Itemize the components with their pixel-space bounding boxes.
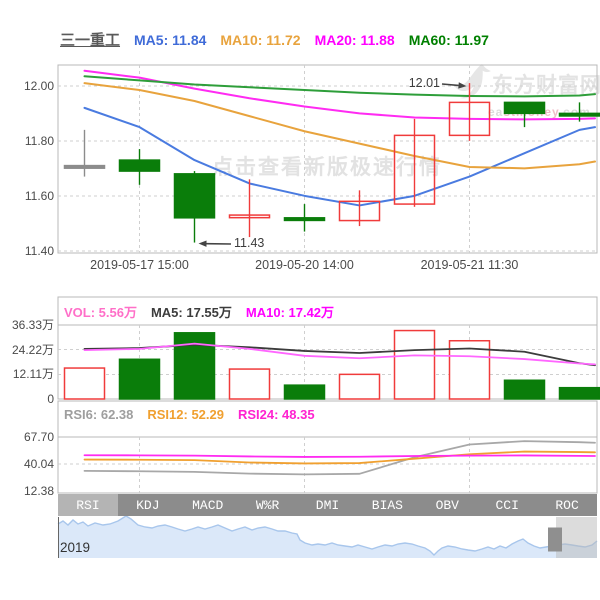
eastmoney-logo-swan-icon: [452, 60, 492, 107]
rsi-ytick-0: 67.70: [23, 430, 54, 444]
candle-3: [228, 214, 271, 219]
price-ma-label-0: MA5: 11.84: [134, 32, 207, 48]
rsi-legend-label-2: RSI24: 48.35: [237, 407, 315, 422]
volume-legend-label-2: MA10: 17.42万: [245, 305, 335, 320]
candle-7: [448, 101, 491, 137]
tab-bias[interactable]: BIAS: [357, 494, 418, 516]
stock-title-link[interactable]: 三一重工: [60, 32, 121, 49]
tab-dmi[interactable]: DMI: [297, 494, 358, 516]
candle-8: [503, 101, 546, 115]
volume-bar-1: [118, 358, 161, 400]
tab-cci[interactable]: CCI: [477, 494, 538, 516]
tab-kdj[interactable]: KDJ: [117, 494, 178, 516]
x-date-label-0: 2019-05-17 15:00: [90, 258, 189, 272]
price-ma-legend: MA5: 11.84 MA10: 11.72 MA20: 11.88 MA60: 11…: [134, 32, 489, 48]
price-ma-label-2: MA20: 11.88: [314, 32, 395, 48]
volume-ytick-1: 24.22万: [11, 342, 54, 357]
volume-bar-5: [338, 373, 381, 400]
volume-panel-border: [57, 296, 598, 400]
volume-bar-3: [228, 368, 271, 400]
volume-bar-6: [393, 329, 436, 400]
volume-ytick-0: 36.33万: [11, 318, 54, 332]
annotation-high-12-01: 12.01: [408, 76, 440, 90]
candle-1: [118, 159, 161, 172]
rsi-legend-label-0: RSI6: 62.38: [64, 407, 134, 422]
tab-roc[interactable]: ROC: [537, 494, 598, 516]
price-panel-border: [57, 64, 598, 254]
candle-6: [393, 134, 436, 205]
tab-obv[interactable]: OBV: [417, 494, 478, 516]
rsi-ytick-2: 12.38: [23, 484, 54, 498]
rsi-legend: RSI6: 62.38 RSI12: 52.29 RSI24: 48.35: [64, 407, 315, 422]
price-ytick-1: 11.80: [24, 133, 54, 148]
navigator-area: [58, 516, 597, 558]
price-ytick-0: 12.00: [23, 78, 54, 93]
header-row: 三一重工 MA5: 11.84 MA10: 11.72 MA20: 11.88 MA6…: [60, 29, 489, 50]
annotation-low-11-43: 11.43: [234, 236, 265, 250]
rsi-legend-label-1: RSI12: 52.29: [147, 407, 224, 422]
x-date-label-2: 2019-05-21 11:30: [420, 258, 519, 272]
price-ytick-2: 11.60: [24, 188, 54, 203]
x-date-label-1: 2019-05-20 14:00: [255, 258, 354, 272]
candle-9: [558, 112, 600, 117]
volume-bar-8: [503, 379, 546, 400]
volume-ytick-2: 12.11万: [12, 367, 54, 382]
indicator-tab-bar: RSI KDJ MACD W%R DMI BIAS OBV CCI ROC: [58, 494, 598, 516]
volume-legend-label-1: MA5: 17.55万: [150, 305, 232, 320]
candle-0: [63, 164, 106, 169]
candle-4: [283, 217, 326, 222]
volume-bar-4: [283, 384, 326, 400]
rsi-panel-border: [57, 400, 598, 494]
candle-2: [173, 173, 216, 219]
volume-bar-0: [63, 367, 106, 400]
tab-macd[interactable]: MACD: [177, 494, 238, 516]
candle-5: [338, 200, 381, 222]
price-ma-label-1: MA10: 11.72: [220, 32, 301, 48]
volume-ytick-3: 0: [47, 392, 54, 406]
volume-bar-7: [448, 339, 491, 400]
navigator-year-label: 2019: [60, 540, 91, 555]
price-ytick-3: 11.40: [24, 243, 54, 258]
promo-watermark: 点击查看新版极速行情: [212, 156, 442, 179]
price-ma-label-3: MA60: 11.97: [408, 32, 489, 48]
volume-legend-label-0: VOL: 5.56万: [64, 305, 137, 320]
tab-wr[interactable]: W%R: [237, 494, 298, 516]
tab-rsi[interactable]: RSI: [58, 494, 118, 516]
volume-bar-9: [558, 386, 600, 400]
eastmoney-logo-text: 东方财富网: [492, 73, 600, 97]
navigator-handle[interactable]: [548, 527, 562, 552]
rsi-ytick-1: 40.04: [23, 457, 54, 471]
volume-legend: VOL: 5.56万 MA5: 17.55万 MA10: 17.42万: [64, 302, 334, 321]
navigator-selection[interactable]: [556, 517, 597, 558]
